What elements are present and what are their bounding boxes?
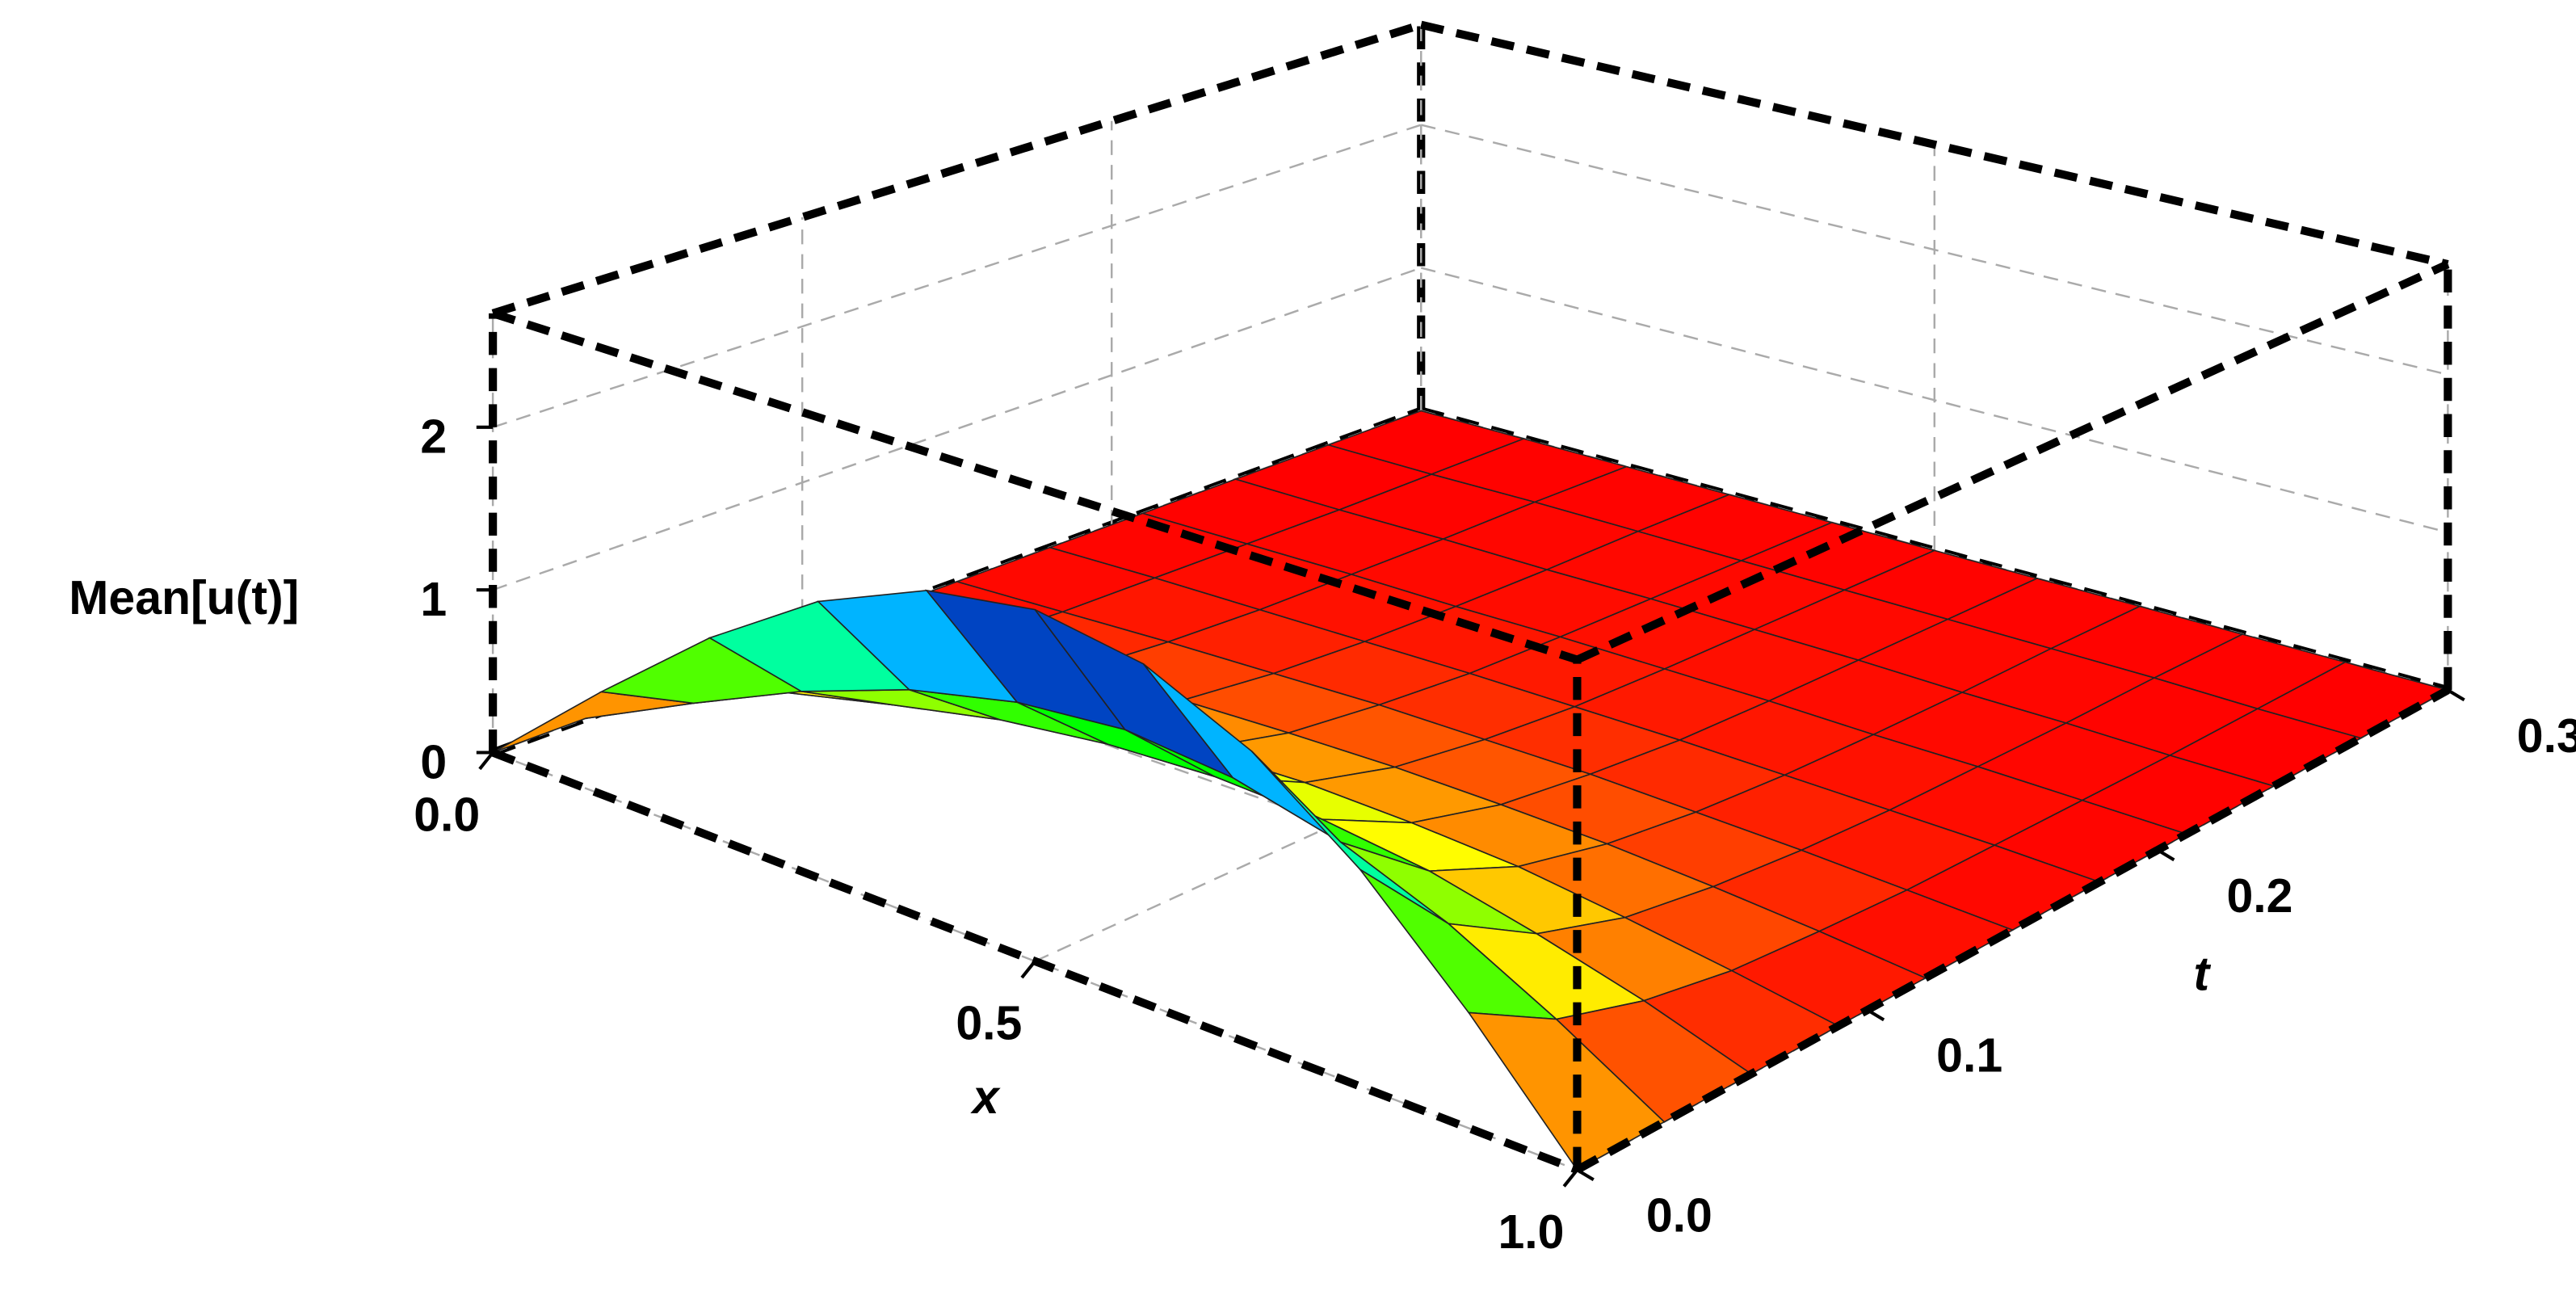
grid-line [492,124,1422,428]
z-tick-label: 1 [420,574,447,626]
surface-patch [1467,1011,1666,1171]
x-tick [1020,960,1036,979]
box-edge [1575,260,2450,664]
t-tick [2447,688,2465,702]
grid-line [492,267,1422,591]
x-tick-label: 1.0 [1498,1206,1565,1259]
t-tick-label: 0.2 [2226,870,2292,923]
t-tick [1866,1008,1885,1022]
z-tick-label: 2 [420,411,447,464]
t-tick-label: 0.1 [1936,1030,2002,1083]
t-tick-label: 0.3 [2517,710,2576,763]
surface-patch [492,691,694,754]
t-tick [1576,1168,1595,1182]
t-axis-label: t [2193,948,2211,1001]
t-tick [2157,848,2175,862]
t-tick-label: 0.0 [1646,1190,1712,1243]
x-axis-label: x [970,1071,1001,1124]
x-tick [1562,1168,1579,1188]
box-edge [491,309,1578,664]
x-tick-label: 0.5 [956,998,1022,1050]
box-edge [491,20,1422,317]
box-edge [1420,20,2449,269]
box-edge [1574,686,2450,1174]
z-axis-label: Mean[u(t)] [69,572,299,624]
x-tick [478,751,494,771]
z-tick-label: 0 [420,736,447,788]
x-tick-label: 0.0 [414,788,480,841]
